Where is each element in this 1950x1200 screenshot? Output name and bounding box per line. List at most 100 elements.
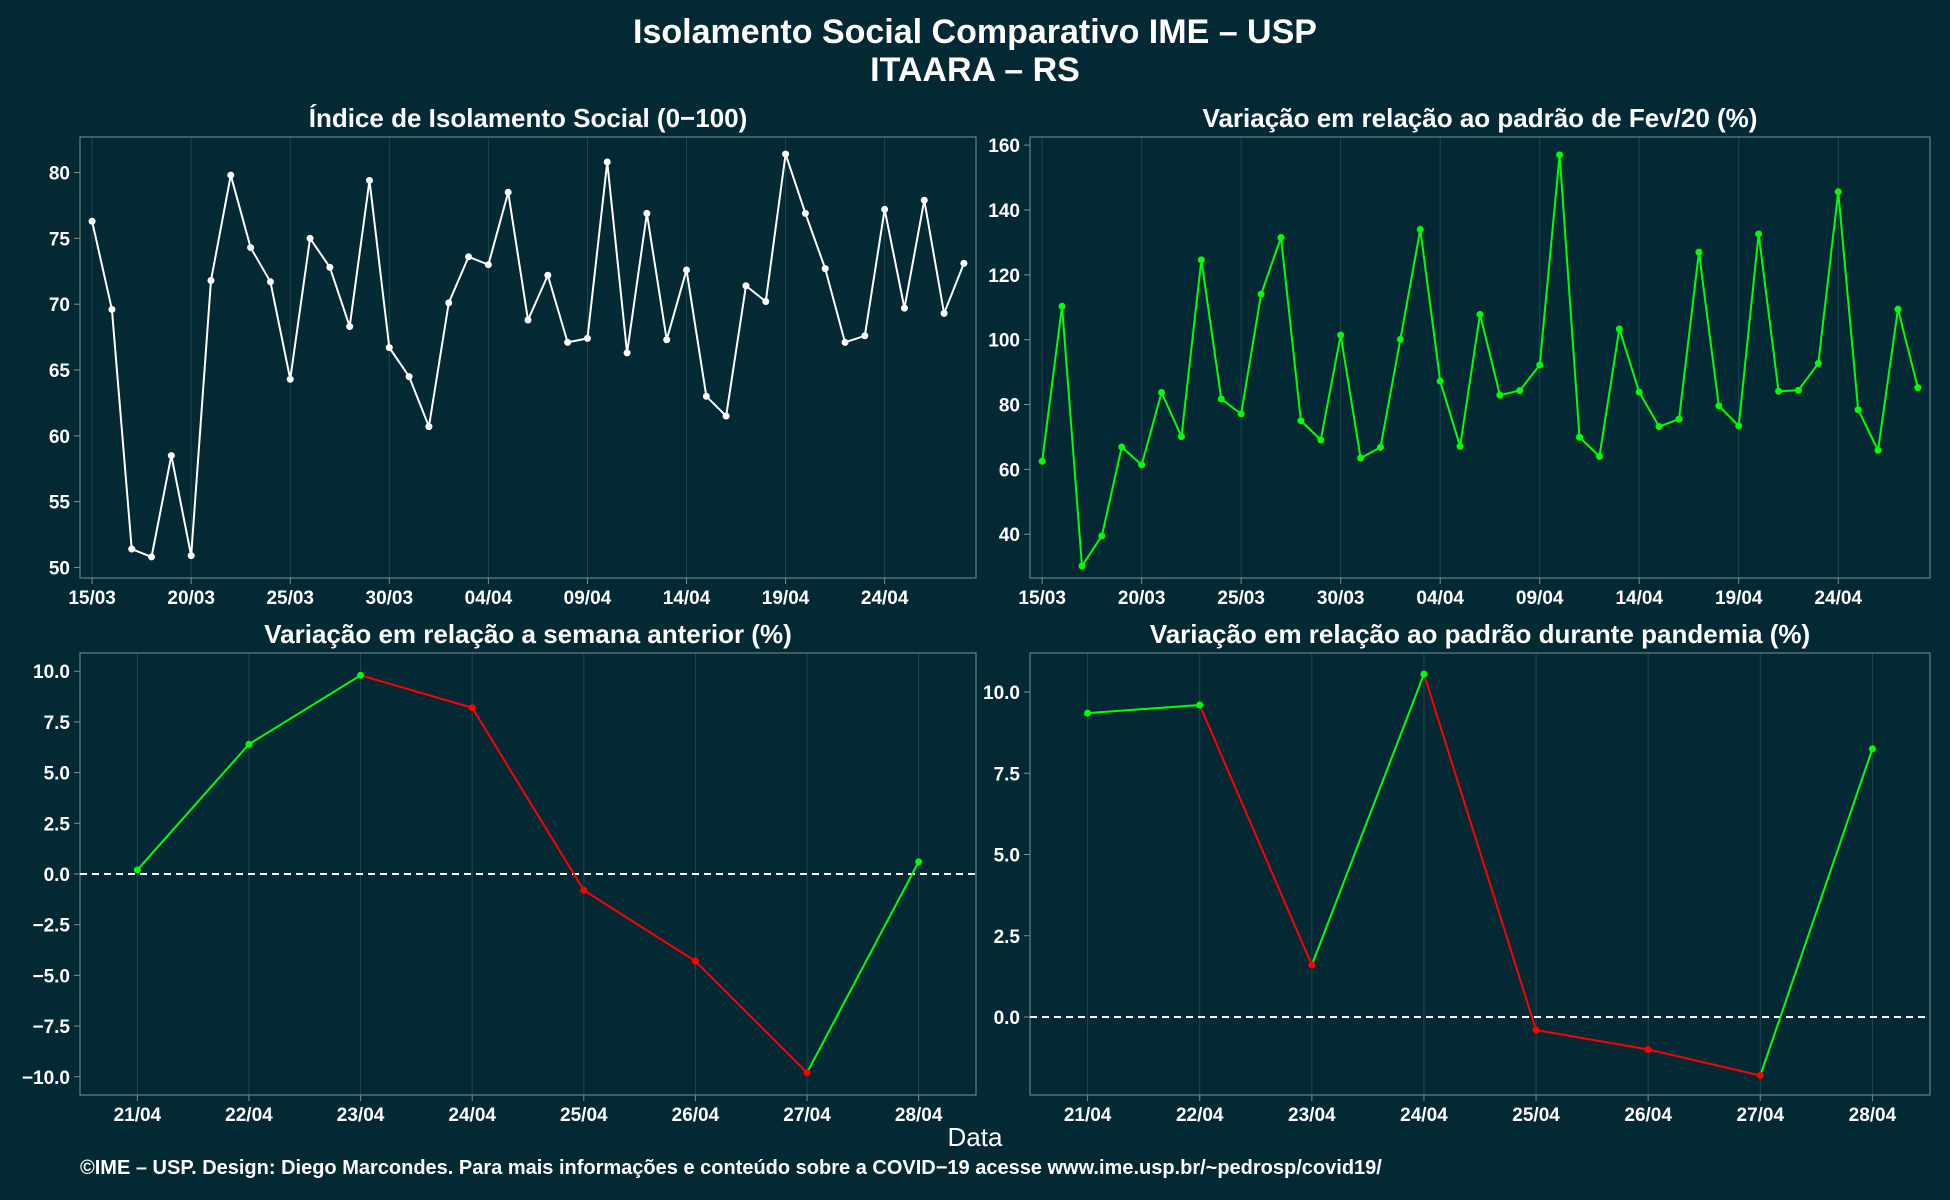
data-point xyxy=(405,373,413,381)
series-segment xyxy=(583,889,696,963)
data-point xyxy=(1396,335,1404,343)
data-point xyxy=(580,886,588,894)
data-point xyxy=(1715,402,1723,410)
data-point xyxy=(1337,331,1345,339)
y-tick-label: 120 xyxy=(988,266,1020,287)
y-tick-label: 60 xyxy=(999,460,1020,481)
y-tick-label: 80 xyxy=(49,164,70,185)
data-point xyxy=(1755,230,1763,238)
data-point xyxy=(742,282,750,290)
panel-1-title: Índice de Isolamento Social (0−100) xyxy=(308,103,748,133)
data-point xyxy=(1436,377,1444,385)
y-tick-label: 50 xyxy=(49,558,70,579)
x-tick-label: 28/04 xyxy=(895,1105,943,1126)
data-point xyxy=(425,423,433,431)
data-point xyxy=(643,209,651,217)
data-point xyxy=(286,375,294,383)
data-point xyxy=(920,196,928,204)
x-tick-label: 27/04 xyxy=(783,1105,831,1126)
data-point xyxy=(1874,446,1882,454)
x-tick-label: 15/03 xyxy=(1018,588,1066,609)
data-point xyxy=(1196,701,1204,709)
data-point xyxy=(1357,454,1365,462)
main-subtitle: ITAARA – RS xyxy=(870,51,1080,89)
x-tick-label: 28/04 xyxy=(1849,1105,1897,1126)
y-tick-label: 40 xyxy=(999,525,1020,546)
x-tick-label: 25/04 xyxy=(1512,1105,1560,1126)
y-tick-label: 75 xyxy=(49,229,71,250)
y-tick-label: 55 xyxy=(49,493,71,514)
series-segment xyxy=(694,960,808,1074)
data-point xyxy=(1894,305,1902,313)
x-tick-label: 04/04 xyxy=(465,588,513,609)
data-point xyxy=(133,866,141,874)
data-point xyxy=(1794,386,1802,394)
data-point xyxy=(1476,310,1484,318)
y-tick-label: 0.0 xyxy=(994,1008,1020,1029)
data-point xyxy=(108,305,116,313)
x-tick-label: 15/03 xyxy=(68,588,116,609)
data-point xyxy=(484,261,492,269)
x-tick-label: 24/04 xyxy=(861,588,909,609)
x-tick-label: 09/04 xyxy=(564,588,612,609)
x-tick-label: 19/04 xyxy=(1715,588,1763,609)
x-tick-label: 27/04 xyxy=(1737,1105,1785,1126)
series-segment xyxy=(248,674,362,746)
x-tick-label: 26/04 xyxy=(672,1105,720,1126)
data-point xyxy=(821,265,829,273)
data-point xyxy=(1197,256,1205,264)
data-point xyxy=(1420,670,1428,678)
x-tick-label: 09/04 xyxy=(1516,588,1564,609)
panel-3: −10.0 −7.5 −5.0 −2.5 0.0 2.5 5.0 7.5 10.0 21/04 22… xyxy=(22,652,977,1126)
x-tick-label: 30/03 xyxy=(366,588,414,609)
data-point xyxy=(1532,1026,1540,1034)
data-point xyxy=(1308,961,1316,969)
data-point xyxy=(603,158,611,166)
data-point xyxy=(1556,151,1564,159)
y-tick-label: −10.0 xyxy=(22,1068,70,1089)
data-point xyxy=(1456,442,1464,450)
data-point xyxy=(1038,457,1046,465)
x-tick-label: 24/04 xyxy=(448,1105,496,1126)
x-tick-label: 25/04 xyxy=(560,1105,608,1126)
x-tick-label: 25/03 xyxy=(266,588,314,609)
data-point xyxy=(1595,452,1603,460)
series-segment xyxy=(1422,673,1538,1031)
data-point xyxy=(900,304,908,312)
panel-1: 50 55 60 65 70 75 80 15/03 20/03 25/03 30/03 04/04 0… xyxy=(49,136,977,609)
data-point xyxy=(915,858,923,866)
data-point xyxy=(1317,436,1325,444)
data-point xyxy=(385,344,393,352)
y-tick-label: 7.5 xyxy=(994,764,1021,785)
data-point xyxy=(841,338,849,346)
data-point xyxy=(782,150,790,158)
data-point xyxy=(1854,406,1862,414)
data-point xyxy=(564,338,572,346)
panel-2-title: Variação em relação ao padrão de Fev/20 … xyxy=(1202,103,1758,133)
x-tick-label: 25/03 xyxy=(1217,588,1265,609)
footer-credit: ©IME – USP. Design: Diego Marcondes. Par… xyxy=(80,1157,1382,1179)
y-tick-label: −7.5 xyxy=(32,1017,70,1038)
x-tick-label: 20/03 xyxy=(167,588,215,609)
x-tick-label: 19/04 xyxy=(762,588,810,609)
y-tick-label: 60 xyxy=(49,427,70,448)
series-segment xyxy=(360,674,473,709)
series-segment xyxy=(1087,704,1200,715)
plot-frame xyxy=(1029,136,1931,579)
x-tick-label: 14/04 xyxy=(663,588,711,609)
data-point xyxy=(1635,388,1643,396)
y-tick-label: 7.5 xyxy=(44,713,71,734)
data-point xyxy=(1496,391,1504,399)
series-segment xyxy=(1535,1029,1649,1051)
x-tick-label: 21/04 xyxy=(1064,1105,1112,1126)
data-point xyxy=(861,332,869,340)
y-tick-label: 2.5 xyxy=(994,927,1021,948)
data-point xyxy=(1376,443,1384,451)
data-point xyxy=(1416,225,1424,233)
series-segment xyxy=(1647,1048,1761,1077)
data-point xyxy=(1814,359,1822,367)
data-point xyxy=(1277,234,1285,242)
x-tick-label: 14/04 xyxy=(1615,588,1663,609)
data-point xyxy=(1914,384,1922,392)
